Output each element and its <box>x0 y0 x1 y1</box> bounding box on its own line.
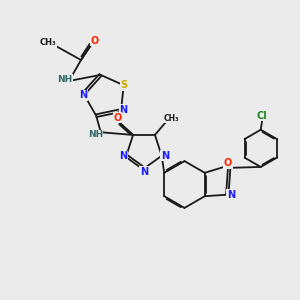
Text: NH: NH <box>57 75 72 84</box>
Text: N: N <box>227 190 235 200</box>
Text: N: N <box>119 105 128 115</box>
Text: N: N <box>140 167 148 177</box>
Text: S: S <box>120 80 127 90</box>
Text: CH₃: CH₃ <box>40 38 56 47</box>
Text: N: N <box>79 90 87 100</box>
Text: N: N <box>160 151 169 161</box>
Text: O: O <box>90 35 99 46</box>
Text: CH₃: CH₃ <box>164 114 179 123</box>
Text: NH: NH <box>88 130 103 139</box>
Text: O: O <box>113 113 122 123</box>
Text: Cl: Cl <box>257 111 268 121</box>
Text: O: O <box>224 158 232 168</box>
Text: N: N <box>119 151 128 161</box>
